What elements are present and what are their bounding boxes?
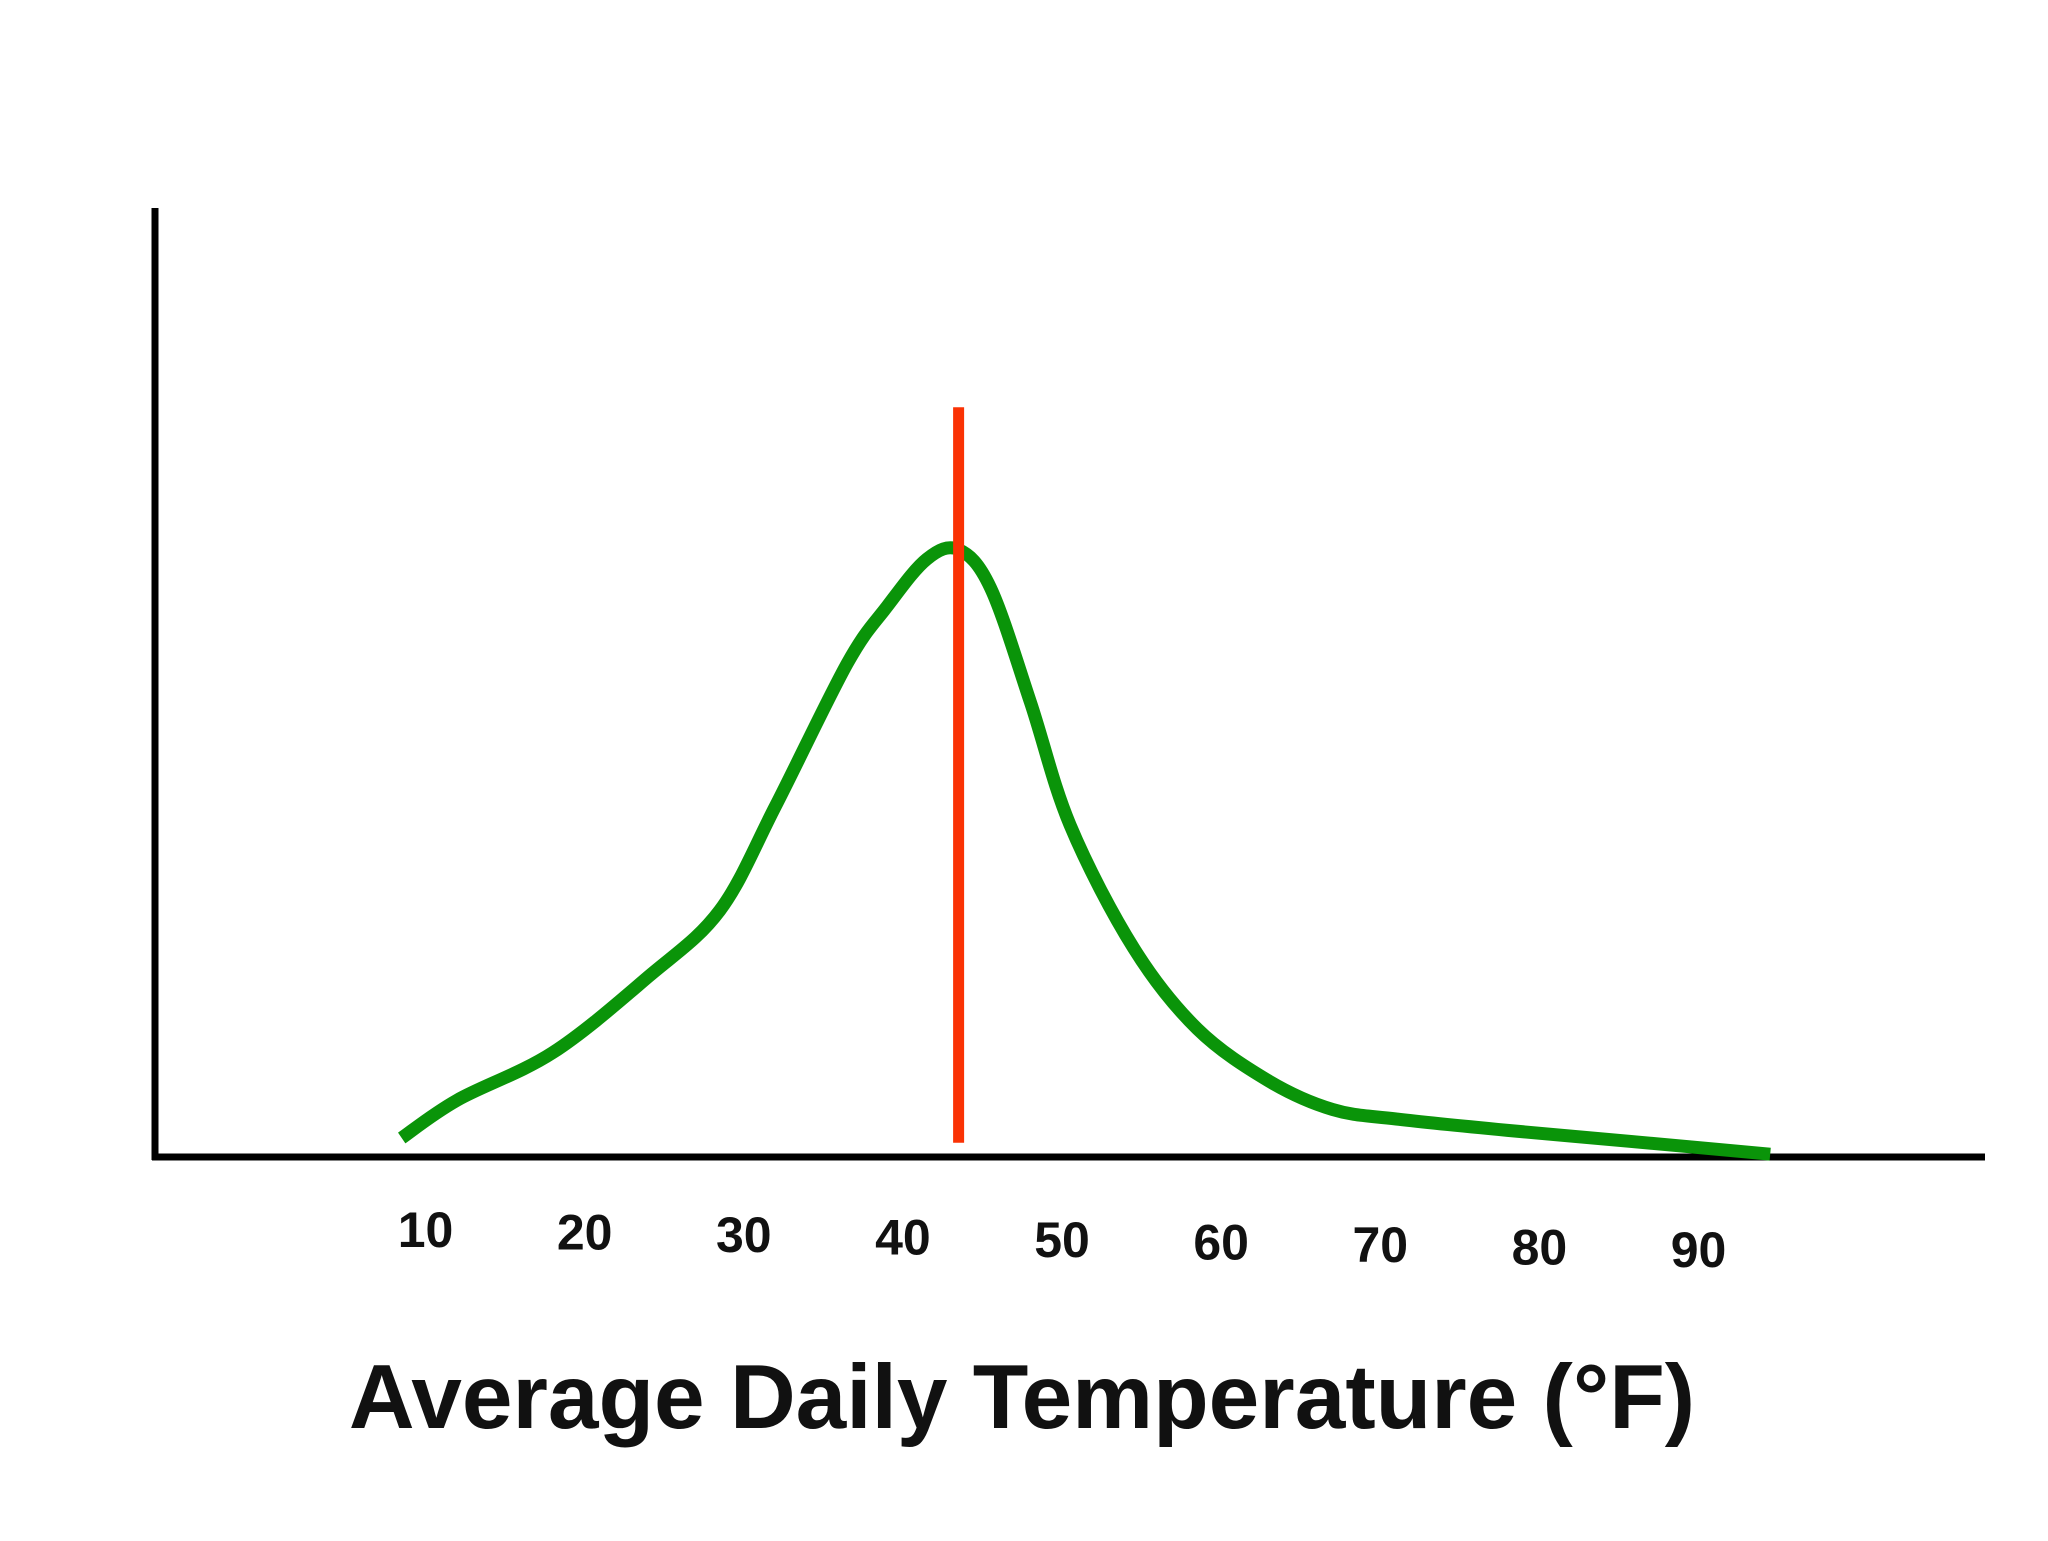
x-axis-title: Average Daily Temperature (°F) xyxy=(349,1347,1695,1448)
x-tick-label-70: 70 xyxy=(1352,1217,1408,1273)
axes xyxy=(151,208,1985,1161)
x-tick-label-60: 60 xyxy=(1193,1215,1249,1271)
x-tick-label-20: 20 xyxy=(557,1205,613,1261)
x-tick-labels: 10 20 30 40 50 60 70 80 90 xyxy=(398,1202,1727,1278)
x-tick-label-10: 10 xyxy=(398,1202,454,1258)
x-tick-label-50: 50 xyxy=(1034,1212,1090,1268)
x-tick-label-80: 80 xyxy=(1512,1220,1568,1276)
series-group xyxy=(397,541,1771,1161)
series-line-0 xyxy=(397,541,1771,1161)
x-tick-label-30: 30 xyxy=(716,1207,772,1263)
x-tick-label-90: 90 xyxy=(1671,1222,1727,1278)
x-tick-label-40: 40 xyxy=(875,1210,931,1266)
